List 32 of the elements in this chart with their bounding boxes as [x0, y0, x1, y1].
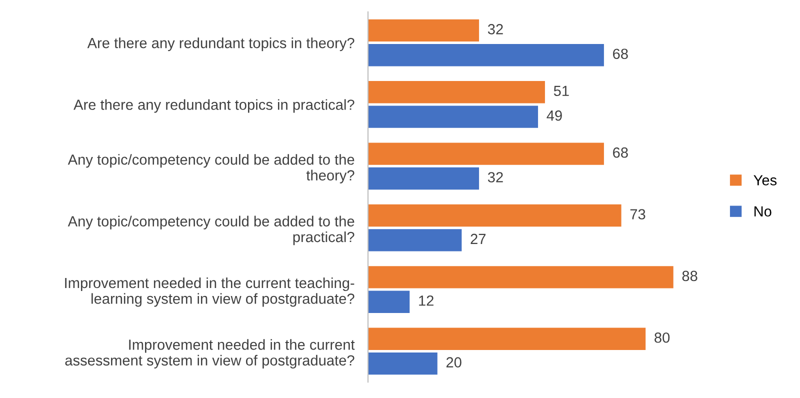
- data-label: 80: [654, 332, 670, 343]
- bar: [368, 229, 462, 252]
- bar: [368, 266, 674, 288]
- bar: [368, 204, 622, 227]
- data-label: 12: [419, 295, 434, 306]
- data-label: 20: [446, 357, 462, 368]
- data-label: 32: [488, 24, 503, 34]
- bar: [368, 44, 604, 66]
- data-label: 27: [470, 234, 486, 244]
- data-label: 68: [613, 48, 628, 60]
- legend-label: Yes: [754, 175, 777, 186]
- y-tick-label: Are there any redundant topics in theory?: [87, 38, 354, 52]
- data-label: 49: [546, 110, 562, 121]
- legend-label: No: [754, 206, 772, 217]
- bar: [368, 290, 410, 313]
- y-tick-label: Improvement needed in the current assessment system in view of postgraduate?: [65, 339, 355, 368]
- data-label: 32: [488, 172, 503, 182]
- bar: [368, 167, 480, 190]
- y-tick-label: Any topic/competency could be added to the theory?: [68, 154, 354, 184]
- bar: [368, 19, 480, 42]
- bar: [368, 106, 538, 128]
- data-label: 51: [554, 86, 569, 96]
- data-label: 73: [630, 209, 646, 220]
- y-tick-label: Are there any redundant topics in practical?: [74, 99, 354, 113]
- y-tick-label: Any topic/competency could be added to the practical?: [68, 216, 354, 246]
- data-label: 68: [613, 147, 628, 158]
- bar: [368, 352, 438, 375]
- data-label: 88: [682, 270, 698, 282]
- bar: [368, 328, 646, 350]
- y-tick-label: Improvement needed in the current teaching- learning system in view of postgraduate?: [65, 277, 354, 307]
- bar: [368, 142, 604, 165]
- bar: [368, 81, 545, 104]
